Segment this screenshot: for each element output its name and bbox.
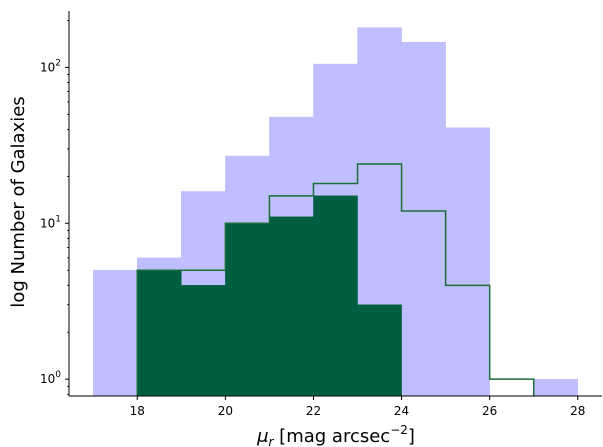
y-tick-label-0: 100: [40, 370, 61, 386]
bar-series0-bin7: [401, 41, 446, 397]
bar-series0-bin8: [445, 127, 490, 397]
bar-series1-bin2: [181, 285, 226, 397]
step-outline: [136, 163, 535, 396]
bar-series1-bin5: [313, 195, 358, 397]
ticks: 18 20 22 24 26 28 100 101 102: [40, 20, 585, 418]
x-tick-label-0: 18: [130, 404, 145, 418]
x-tick-label-5: 28: [570, 404, 585, 418]
x-tick-label-1: 20: [218, 404, 233, 418]
bar-series1-bin6: [357, 304, 402, 397]
x-tick-label-2: 22: [306, 404, 321, 418]
x-tick-label-4: 26: [482, 404, 497, 418]
x-tick-label-3: 24: [394, 404, 409, 418]
bar-series1-bin1: [137, 269, 182, 397]
axes: [68, 11, 602, 397]
bar-series1-bin3: [225, 223, 270, 397]
histogram-bars: [92, 27, 579, 397]
bar-series1-bin4: [269, 216, 314, 397]
x-axis-title: μr [mag arcsec−2]: [256, 423, 415, 447]
y-axis-title: log Number of Galaxies: [8, 96, 29, 307]
step-line-series2: [136, 163, 535, 396]
bar-series0-bin0: [92, 269, 138, 397]
y-tick-label-2: 102: [40, 58, 61, 74]
y-tick-label-1: 101: [40, 214, 61, 230]
bar-series0-bin10: [533, 378, 579, 397]
